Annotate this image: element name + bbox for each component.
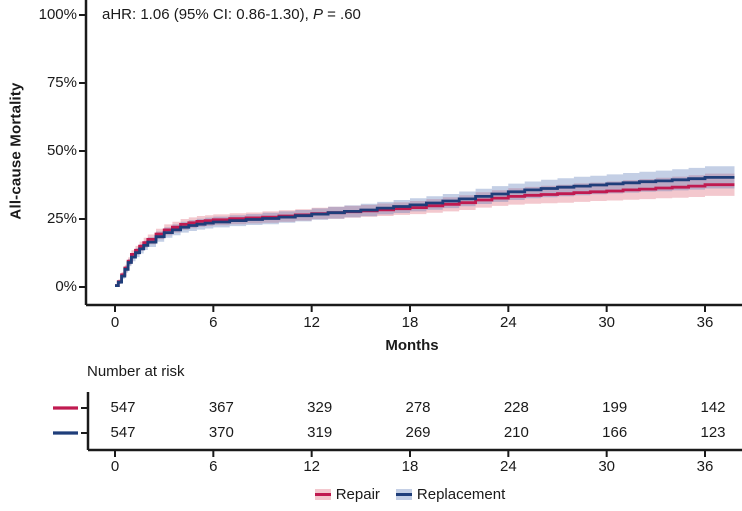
replacement-confidence-band <box>115 166 735 287</box>
risk-count: 367 <box>208 399 234 416</box>
legend-swatch-line-icon <box>314 492 331 496</box>
risk-count: 228 <box>503 399 529 416</box>
repair-confidence-band <box>115 173 735 287</box>
legend-label: Repair <box>335 486 380 503</box>
y-tick-label: 50% <box>46 142 77 159</box>
hazard-ratio-annotation: aHR: 1.06 (95% CI: 0.86-1.30), P = .60 <box>102 6 361 23</box>
x-tick-label: 12 <box>303 314 320 331</box>
annotation-p-symbol: P <box>312 6 323 23</box>
x-tick-label: 24 <box>499 314 517 331</box>
risk-x-tick-label: 24 <box>499 458 517 475</box>
y-tick-label: 25% <box>46 210 77 227</box>
y-tick-label: 0% <box>55 278 77 295</box>
risk-count: 329 <box>307 399 333 416</box>
annotation-suffix: = .60 <box>322 6 361 23</box>
x-tick-label: 6 <box>209 314 218 331</box>
replacement-survival-curve <box>115 176 735 287</box>
risk-count: 166 <box>602 424 628 441</box>
risk-count: 319 <box>307 424 333 441</box>
x-tick-label: 18 <box>401 314 419 331</box>
x-tick-label: 36 <box>696 314 714 331</box>
risk-count: 547 <box>110 399 136 416</box>
risk-x-tick-label: 30 <box>598 458 615 475</box>
number-at-risk-title: Number at risk <box>87 363 185 380</box>
risk-x-tick-label: 6 <box>209 458 218 475</box>
risk-count: 547 <box>110 424 136 441</box>
repair-legend-swatch <box>314 489 331 500</box>
replacement-legend-swatch <box>395 489 412 500</box>
x-axis-title: Months <box>385 337 439 354</box>
risk-count: 269 <box>405 424 431 441</box>
legend-swatch-line-icon <box>395 492 412 496</box>
y-tick-label: 100% <box>38 6 77 23</box>
risk-x-tick-label: 18 <box>401 458 419 475</box>
legend-item: Replacement <box>395 486 506 503</box>
risk-count: 210 <box>503 424 529 441</box>
y-axis-title: All-cause Mortality <box>7 82 25 220</box>
y-tick-label: 75% <box>46 74 77 91</box>
risk-count: 123 <box>700 424 726 441</box>
legend: Repair Replacement <box>78 486 742 503</box>
x-tick-label: 0 <box>110 314 120 331</box>
annotation-prefix: aHR: 1.06 (95% CI: 0.86-1.30), <box>102 6 313 23</box>
risk-x-tick-label: 0 <box>110 458 120 475</box>
legend-label: Replacement <box>416 486 506 503</box>
risk-count: 278 <box>405 399 431 416</box>
risk-x-tick-label: 12 <box>303 458 320 475</box>
risk-count: 199 <box>602 399 628 416</box>
risk-count: 142 <box>700 399 726 416</box>
risk-count: 370 <box>208 424 234 441</box>
legend-item: Repair <box>314 486 380 503</box>
risk-x-tick-label: 36 <box>696 458 714 475</box>
x-tick-label: 30 <box>598 314 615 331</box>
